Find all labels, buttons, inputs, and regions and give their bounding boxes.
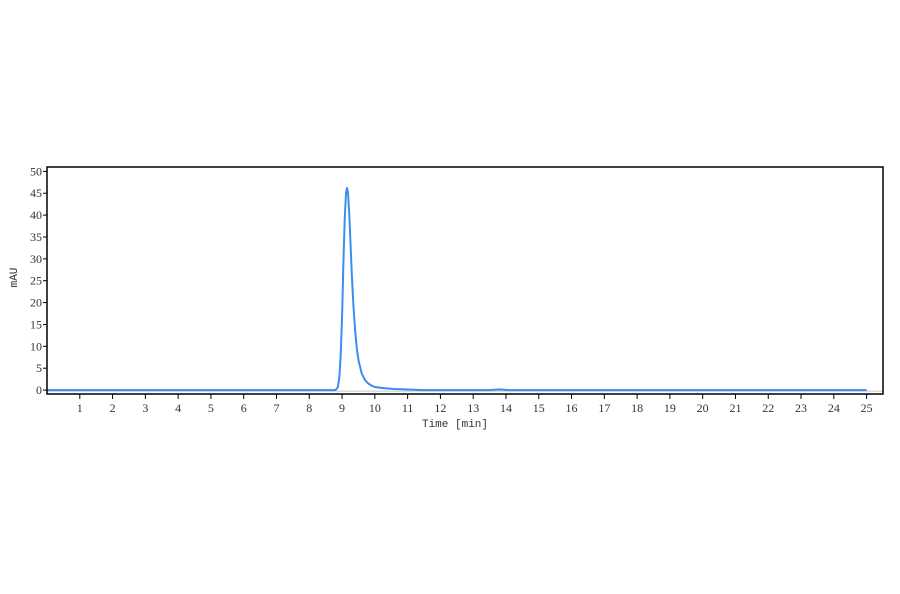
y-tick-label: 5 [36, 361, 42, 375]
x-tick-label: 3 [142, 401, 148, 415]
x-tick-label: 2 [110, 401, 116, 415]
x-tick-label: 24 [828, 401, 840, 415]
x-tick-label: 6 [241, 401, 247, 415]
y-tick-label: 10 [30, 339, 42, 353]
x-tick-label: 4 [175, 401, 181, 415]
y-tick-label: 15 [30, 317, 42, 331]
x-axis-title: Time [min] [422, 419, 488, 431]
y-axis-title: mAU [9, 268, 21, 288]
x-tick-label: 25 [861, 401, 873, 415]
y-tick-label: 35 [30, 230, 42, 244]
x-tick-label: 5 [208, 401, 214, 415]
x-tick-label: 10 [369, 401, 381, 415]
y-tick-label: 30 [30, 252, 42, 266]
x-tick-label: 11 [402, 401, 414, 415]
y-tick-label: 40 [30, 208, 42, 222]
series-line [47, 187, 867, 392]
y-tick-label: 0 [36, 383, 42, 397]
x-tick-label: 12 [434, 401, 446, 415]
x-tick-label: 13 [467, 401, 479, 415]
x-tick-label: 19 [664, 401, 676, 415]
x-tick-label: 16 [566, 401, 578, 415]
x-tick-label: 22 [762, 401, 774, 415]
x-tick-label: 20 [697, 401, 709, 415]
x-tick-label: 1 [77, 401, 83, 415]
plot-frame [46, 166, 884, 395]
y-tick-label: 45 [30, 186, 42, 200]
x-tick-label: 7 [273, 401, 279, 415]
y-tick-label: 20 [30, 296, 42, 310]
x-tick-label: 17 [598, 401, 610, 415]
x-tick-label: 14 [500, 401, 512, 415]
y-tick-label: 50 [30, 164, 42, 178]
x-tick-label: 15 [533, 401, 545, 415]
x-tick-label: 18 [631, 401, 643, 415]
x-tick-label: 8 [306, 401, 312, 415]
x-tick-label: 23 [795, 401, 807, 415]
x-tick-label: 21 [729, 401, 741, 415]
y-tick-label: 25 [30, 274, 42, 288]
x-tick-label: 9 [339, 401, 345, 415]
